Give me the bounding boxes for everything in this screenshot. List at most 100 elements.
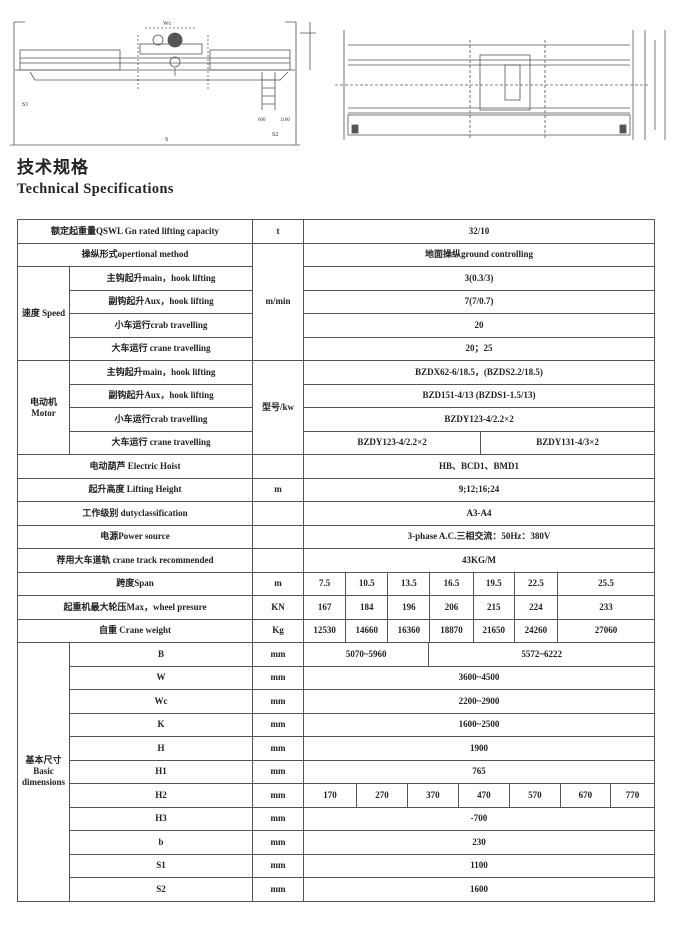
table-row: 大车运行 crane travelling 20；25	[18, 336, 656, 361]
row-label: H2	[68, 783, 254, 808]
table-row: 荐用大车道轨 crane track recommended 43KG/M	[16, 548, 656, 573]
value-subcell: 25.5	[556, 572, 654, 595]
value-subcell: 7.5	[318, 578, 331, 589]
crane-plan-drawing	[335, 30, 666, 140]
value-subcell: 27060	[556, 619, 654, 642]
unit-cell	[252, 548, 305, 573]
row-label: 操纵形式opertional method	[16, 242, 254, 267]
value-subcell: 770	[609, 784, 654, 807]
row-label: 起升高度 Lifting Height	[16, 477, 254, 502]
value-cell: 7(7/0.7)	[303, 289, 656, 314]
table-row: H2 mm 170 270 370 470 570 670 770	[18, 783, 656, 808]
spec-table: 额定起重量QSWL Gn rated lifting capacity t 32/1…	[16, 219, 656, 902]
value-subcell: 18870	[429, 619, 472, 642]
row-label: 荐用大车道轨 crane track recommended	[16, 548, 254, 573]
value-cell: 1600~2500	[303, 712, 656, 737]
group-label-speed: 速度 Speed	[17, 266, 70, 361]
value-cell-split: 170 270 370 470 570 670 770	[303, 783, 656, 808]
unit-cell: m/min	[252, 242, 305, 361]
row-label: 额定起重量QSWL Gn rated lifting capacity	[16, 219, 254, 244]
crane-elevation-drawing: S S1 S2 Wc 600 1100	[10, 21, 316, 146]
table-row: 副钩起升Aux，hook lifting 7(7/0.7)	[18, 289, 656, 314]
value-cell: 1900	[303, 736, 656, 761]
group-label-dimensions: 基本尺寸 Basic dimensions	[17, 642, 70, 902]
value-subcell: 215	[472, 596, 514, 619]
value-subcell: 184	[345, 596, 387, 619]
unit-cell: mm	[252, 712, 305, 737]
table-row: 电动葫芦 Electric Hoist HB、BCD1、BMD1	[16, 454, 656, 479]
unit-cell: mm	[252, 759, 305, 784]
unit-cell: mm	[252, 806, 305, 831]
value-subcell: 170	[323, 789, 337, 800]
row-label: 自重 Crane weight	[16, 618, 254, 643]
value-subcell: 12530	[313, 625, 336, 636]
unit-cell: 型号/kw	[252, 360, 305, 455]
unit-cell: KN	[252, 595, 305, 620]
unit-cell	[252, 454, 305, 479]
table-row: 额定起重量QSWL Gn rated lifting capacity t 32/1…	[16, 219, 656, 244]
table-row: S2 mm 1600	[18, 877, 656, 902]
row-label: 副钩起升Aux，hook lifting	[68, 383, 254, 408]
row-label: 电动葫芦 Electric Hoist	[16, 454, 254, 479]
table-row: 自重 Crane weight Kg 12530 14660 16360 18870 216…	[16, 618, 656, 643]
unit-cell	[252, 501, 305, 526]
row-label: 大车运行 crane travelling	[68, 336, 254, 361]
unit-cell: t	[252, 219, 305, 244]
table-row: 跨度Span m 7.5 10.5 13.5 16.5 19.5 22.5 25.5	[16, 571, 656, 596]
value-cell: A3-A4	[303, 501, 656, 526]
value-subcell: 10.5	[345, 572, 387, 595]
unit-cell	[252, 524, 305, 549]
value-cell-split: BZDY123-4/2.2×2 BZDY131-4/3×2	[303, 430, 656, 455]
drawing-label-s: S	[165, 137, 168, 143]
value-subcell: 233	[556, 596, 654, 619]
table-row: 工作级别 dutyclassification A3-A4	[16, 501, 656, 526]
row-label: b	[68, 830, 254, 855]
table-row: H3 mm -700	[18, 806, 656, 831]
value-cell-split: 5070~5960 5572~6222	[303, 642, 656, 667]
value-subcell: 206	[429, 596, 472, 619]
value-cell: 3(0.3/3)	[303, 266, 656, 291]
value-cell: 765	[303, 759, 656, 784]
value-cell: BZDX62-6/18.5，(BZDS2.2/18.5)	[303, 360, 656, 385]
row-label: 跨度Span	[16, 571, 254, 596]
drawing-label-600: 600	[258, 118, 266, 123]
table-row: S1 mm 1100	[18, 853, 656, 878]
value-cell: BZD151-4/13 (BZDS1-1.5/13)	[303, 383, 656, 408]
row-label: 工作级别 dutyclassification	[16, 501, 254, 526]
row-label: 副钩起升Aux，hook lifting	[68, 289, 254, 314]
value-subcell: 14660	[345, 619, 387, 642]
value-cell: 20；25	[303, 336, 656, 361]
row-label: S2	[68, 877, 254, 902]
value-subcell: 21650	[472, 619, 514, 642]
row-label: K	[68, 712, 254, 737]
value-cell: 3-phase A.C.三相交流：50Hz：380V	[303, 524, 656, 549]
page-title-cn: 技术规格	[17, 158, 89, 178]
drawing-label-s1: S1	[22, 102, 28, 108]
value-subcell: 5070~5960	[345, 648, 387, 659]
page-title-en: Technical Specifications	[17, 181, 174, 197]
drawing-label-s2: S2	[272, 132, 278, 138]
value-subcell: 5572~6222	[428, 643, 653, 666]
row-label: H1	[68, 759, 254, 784]
value-subcell: 470	[457, 784, 509, 807]
value-cell: 3600~4500	[303, 665, 656, 690]
row-label: 电源Power source	[16, 524, 254, 549]
value-cell: -700	[303, 806, 656, 831]
unit-cell: mm	[252, 642, 305, 667]
table-row: 小车运行crab travelling 20	[18, 313, 656, 338]
value-cell: HB、BCD1、BMD1	[303, 454, 656, 479]
unit-cell: mm	[252, 665, 305, 690]
value-subcell: 570	[508, 784, 560, 807]
unit-cell: Kg	[252, 618, 305, 643]
value-cell: 32/10	[303, 219, 656, 244]
unit-cell: m	[252, 571, 305, 596]
value-cell: 230	[303, 830, 656, 855]
unit-cell: mm	[252, 736, 305, 761]
table-row: 起重机最大轮压Max，wheel presure KN 167 184 196 206 21…	[16, 595, 656, 620]
value-cell-split: 12530 14660 16360 18870 21650 24260 27060	[303, 618, 656, 643]
value-subcell: BZDY123-4/2.2×2	[357, 437, 427, 448]
row-label: 主钩起升main，hook lifting	[68, 360, 254, 385]
unit-cell: m	[252, 477, 305, 502]
